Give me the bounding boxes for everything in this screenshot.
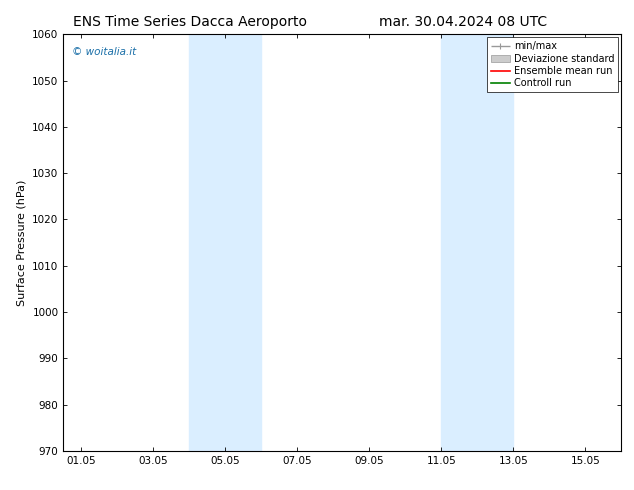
Legend: min/max, Deviazione standard, Ensemble mean run, Controll run: min/max, Deviazione standard, Ensemble m… xyxy=(487,37,618,92)
Text: mar. 30.04.2024 08 UTC: mar. 30.04.2024 08 UTC xyxy=(378,15,547,29)
Bar xyxy=(441,34,514,451)
Y-axis label: Surface Pressure (hPa): Surface Pressure (hPa) xyxy=(16,179,27,306)
Bar xyxy=(190,34,261,451)
Text: ENS Time Series Dacca Aeroporto: ENS Time Series Dacca Aeroporto xyxy=(73,15,307,29)
Text: © woitalia.it: © woitalia.it xyxy=(72,47,136,57)
